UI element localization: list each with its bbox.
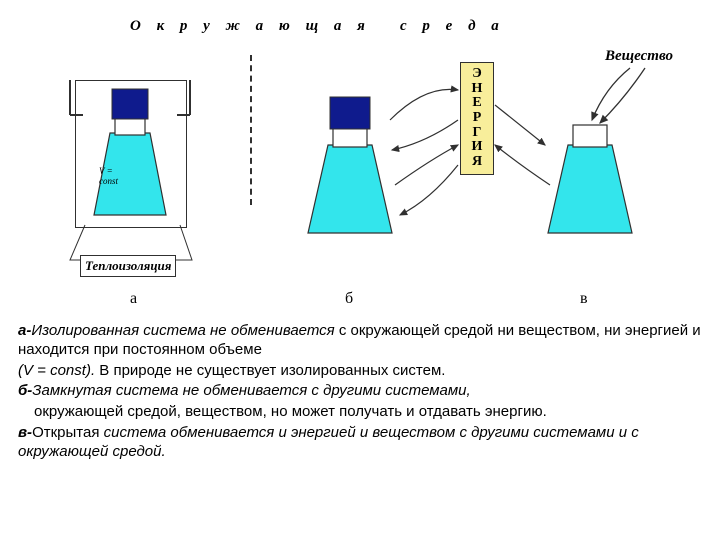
desc-c-prefix: в- [18, 424, 32, 441]
desc-a-1: Изолированная система не обменивается [31, 322, 334, 339]
desc-b-2: окружающей средой, веществом, но может п… [34, 403, 547, 420]
desc-b-1: Замкнутая система не обменивается с друг… [32, 382, 470, 399]
desc-c-2: система обменивается и энергией и вещест… [18, 424, 639, 460]
title-left: О к р у ж а ю щ а я [130, 18, 371, 35]
desc-a-prefix: а- [18, 322, 31, 339]
label-c: в [580, 290, 588, 308]
desc-c-1: Открытая [32, 424, 104, 441]
title-right: с р е д а [400, 18, 505, 35]
diagram-area: О к р у ж а ю щ а я с р е д а V = const … [0, 0, 720, 320]
label-a: а [130, 290, 137, 308]
thermo-label: Теплоизоляция [80, 255, 176, 277]
desc-b-prefix: б- [18, 382, 32, 399]
label-b: б [345, 290, 353, 308]
arrows-b [370, 65, 500, 235]
thermos-rods [65, 70, 195, 230]
vconst-label: V = const [99, 166, 118, 186]
substance-arrow [570, 58, 690, 148]
description-text: а-Изолированная система не обменивается … [18, 322, 708, 463]
desc-a-3: (V = const). [18, 362, 95, 379]
desc-a-4: В природе не существует изолированных си… [95, 362, 445, 379]
dash-separator [250, 55, 252, 205]
arrows-c [485, 65, 575, 235]
